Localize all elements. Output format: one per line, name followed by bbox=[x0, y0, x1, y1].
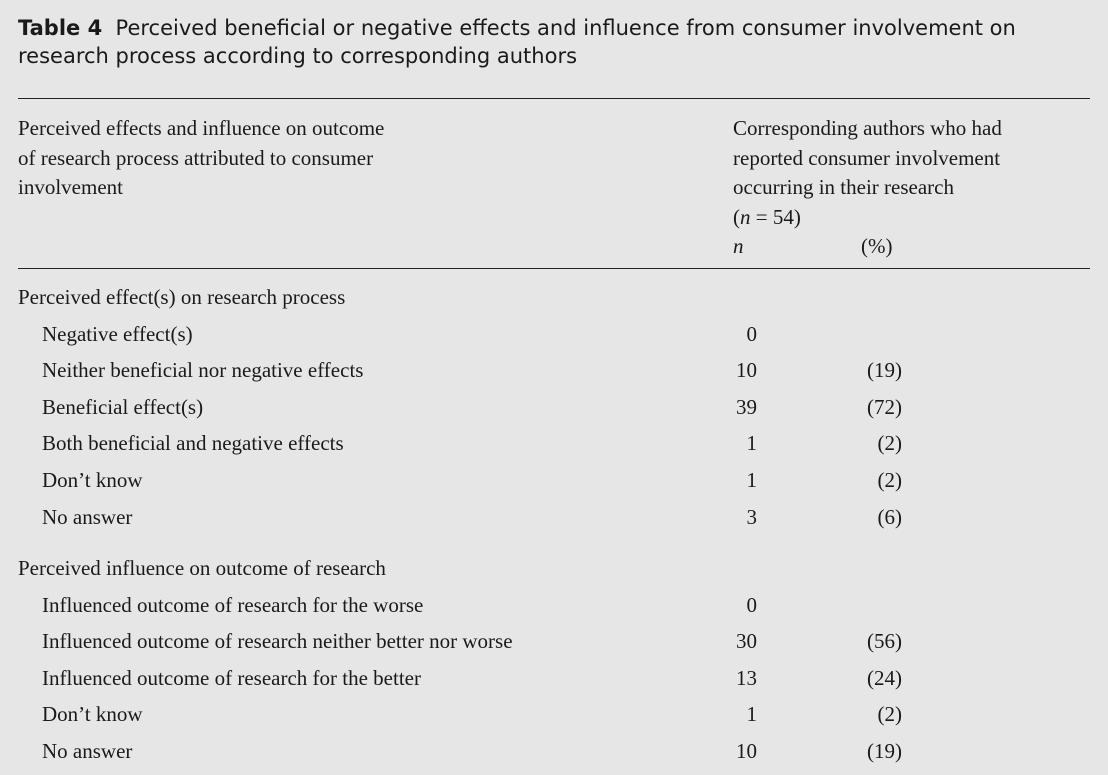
table-title: Perceived beneficial or negative effects… bbox=[18, 16, 1016, 68]
row-pct: (19) bbox=[867, 739, 902, 763]
row-n: 10 bbox=[736, 739, 757, 763]
table-row: No answer 3 (6) bbox=[0, 502, 1108, 532]
section-label: Perceived effect(s) on research process bbox=[18, 285, 346, 309]
row-n: 1 bbox=[746, 431, 758, 456]
header-left-line: involvement bbox=[18, 175, 123, 199]
row-label: Influenced outcome of research for the w… bbox=[42, 592, 424, 617]
table-row: Neither beneficial nor negative effects 1… bbox=[0, 355, 1108, 385]
row-n: 0 bbox=[746, 592, 758, 617]
row-label: Influenced outcome of research for the b… bbox=[42, 665, 421, 690]
row-label: Influenced outcome of research neither b… bbox=[42, 629, 513, 654]
table-row: Both beneficial and negative effects 1 (2) bbox=[0, 428, 1108, 458]
header-right: Corresponding authors who had reported c… bbox=[733, 114, 1093, 262]
row-pct: (2) bbox=[877, 702, 903, 727]
row-label: No answer bbox=[42, 739, 133, 763]
sample-size: (n = 54) bbox=[733, 204, 801, 229]
col-pct-header: (%) bbox=[861, 234, 893, 258]
top-rule bbox=[18, 98, 1090, 99]
table-row: Negative effect(s) 0 bbox=[0, 319, 1108, 349]
table-row: Don’t know 1 (2) bbox=[0, 465, 1108, 495]
header-right-line: reported consumer involvement bbox=[733, 145, 1001, 170]
header-rule bbox=[18, 268, 1090, 269]
row-pct: (2) bbox=[877, 468, 903, 492]
row-pct: (6) bbox=[877, 504, 903, 529]
header-right-line: Corresponding authors who had bbox=[733, 116, 1002, 140]
row-label: Don’t know bbox=[42, 702, 143, 727]
row-pct: (19) bbox=[867, 358, 902, 383]
row-n: 13 bbox=[736, 665, 757, 690]
table-row: No answer 10 (19) bbox=[0, 736, 1108, 766]
row-label: No answer bbox=[42, 504, 133, 529]
row-n: 0 bbox=[746, 321, 758, 346]
row-pct: (2) bbox=[877, 431, 903, 456]
table-caption: Table 4 Perceived beneficial or negative… bbox=[18, 14, 1098, 70]
col-n-header: n bbox=[733, 234, 744, 258]
header-left-line: of research process attributed to consum… bbox=[18, 145, 374, 170]
row-label: Negative effect(s) bbox=[42, 321, 193, 346]
table-row: Beneficial effect(s) 39 (72) bbox=[0, 392, 1108, 422]
table-label: Table 4 bbox=[18, 16, 103, 40]
table-row: Don’t know 1 (2) bbox=[0, 699, 1108, 729]
row-pct: (24) bbox=[867, 665, 902, 690]
row-n: 1 bbox=[746, 468, 758, 492]
row-pct: (72) bbox=[867, 394, 902, 419]
row-label: Don’t know bbox=[42, 468, 143, 492]
header-left: Perceived effects and influence on outco… bbox=[18, 114, 578, 203]
row-n: 10 bbox=[736, 358, 757, 383]
row-label: Neither beneficial nor negative effects bbox=[42, 358, 364, 383]
row-n: 39 bbox=[736, 394, 757, 419]
table-row: Influenced outcome of research neither b… bbox=[0, 626, 1108, 656]
row-label: Both beneficial and negative effects bbox=[42, 431, 344, 456]
header-right-line: occurring in their research bbox=[733, 175, 954, 199]
section-heading: Perceived effect(s) on research process bbox=[0, 282, 1108, 312]
section-heading: Perceived influence on outcome of resear… bbox=[0, 553, 1108, 583]
table-row: Influenced outcome of research for the w… bbox=[0, 590, 1108, 620]
row-n: 1 bbox=[746, 702, 758, 727]
row-label: Beneficial effect(s) bbox=[42, 394, 204, 419]
section-label: Perceived influence on outcome of resear… bbox=[18, 556, 386, 580]
row-n: 30 bbox=[736, 629, 757, 654]
row-pct: (56) bbox=[867, 629, 902, 654]
table-row: Influenced outcome of research for the b… bbox=[0, 663, 1108, 693]
row-n: 3 bbox=[746, 504, 758, 529]
header-left-line: Perceived effects and influence on outco… bbox=[18, 116, 385, 140]
